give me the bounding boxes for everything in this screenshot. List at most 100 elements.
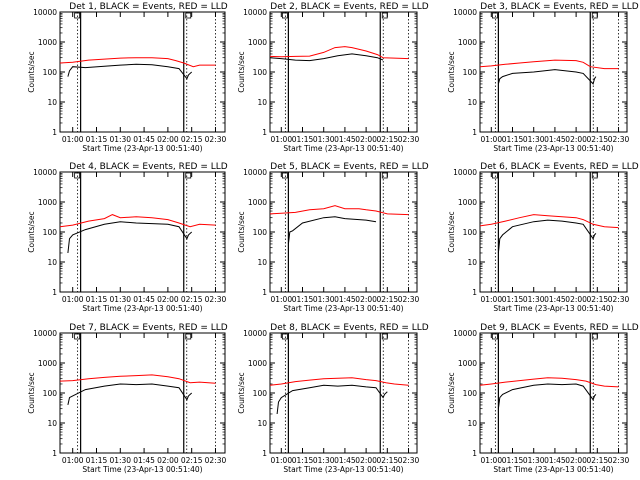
panel-det-2: Det 2, BLACK = Events, RED = LLD 1 10 100 10… xyxy=(237,2,429,153)
lld-series-line xyxy=(269,46,409,60)
y-tick-label: 100 xyxy=(463,68,478,77)
y-tick-label: 1000 xyxy=(458,198,477,207)
panel-det-1: Det 1, BLACK = Events, RED = LLD 1 10 100 10… xyxy=(27,2,228,153)
y-tick-label: 1 xyxy=(52,449,57,458)
x-tick-label: 01:45 xyxy=(133,135,155,144)
x-tick-label: 02:00 xyxy=(565,456,587,465)
x-tick-label: 01:45 xyxy=(334,135,356,144)
x-axis-label: Start Time (23-Apr-13 00:51:40) xyxy=(82,304,202,313)
y-tick-label: 1 xyxy=(262,288,267,297)
x-tick-label: 01:30 xyxy=(313,135,335,144)
x-tick-label: 01:30 xyxy=(523,456,545,465)
lld-series-line xyxy=(479,214,619,229)
lld-series-line xyxy=(269,377,409,386)
x-tick-label: 01:30 xyxy=(109,295,131,304)
y-tick-label: 10 xyxy=(467,258,477,267)
y-tick-label: 10000 xyxy=(243,8,267,17)
x-tick-label: 01:45 xyxy=(133,456,155,465)
x-tick-label: 01:30 xyxy=(313,295,335,304)
panel-det-5: Det 5, BLACK = Events, RED = LLD 1 10 100 10… xyxy=(237,162,429,313)
y-axis-label: Counts/sec xyxy=(447,372,456,413)
x-tick-label: 01:15 xyxy=(502,295,524,304)
x-tick-label: 02:15 xyxy=(181,135,203,144)
y-tick-label: 10000 xyxy=(33,168,57,177)
interval-start-marker xyxy=(74,333,81,340)
panel-det-6: Det 6, BLACK = Events, RED = LLD 1 10 100 10… xyxy=(447,162,639,313)
x-tick-label: 02:15 xyxy=(587,135,609,144)
panel-det-8: Det 8, BLACK = Events, RED = LLD 1 10 100 10… xyxy=(237,323,429,474)
axes-frame xyxy=(269,171,418,293)
x-tick-label: 02:30 xyxy=(608,135,630,144)
y-tick-label: 10000 xyxy=(33,329,57,338)
lld-series-line xyxy=(479,377,619,388)
y-tick-label: 10 xyxy=(467,419,477,428)
x-tick-label: 01:30 xyxy=(523,295,545,304)
axes-frame xyxy=(479,332,628,454)
y-tick-label: 100 xyxy=(463,228,478,237)
events-series-line xyxy=(269,53,384,62)
x-tick-label: 02:00 xyxy=(355,295,377,304)
y-tick-label: 100 xyxy=(253,389,268,398)
x-tick-label: 02:00 xyxy=(355,135,377,144)
lld-series-line xyxy=(59,57,216,68)
axes-frame xyxy=(59,11,226,133)
x-tick-label: 01:15 xyxy=(502,456,524,465)
events-series-line xyxy=(67,383,193,406)
y-tick-label: 1 xyxy=(262,128,267,137)
x-tick-label: 01:00 xyxy=(480,135,502,144)
x-tick-label: 01:00 xyxy=(62,135,84,144)
events-series-line xyxy=(67,221,193,254)
x-tick-label: 01:15 xyxy=(86,456,108,465)
axes-frame xyxy=(59,332,226,454)
y-tick-label: 1000 xyxy=(458,38,477,47)
x-tick-label: 01:45 xyxy=(544,135,566,144)
y-tick-label: 10000 xyxy=(453,329,477,338)
y-tick-label: 1 xyxy=(262,449,267,458)
y-tick-label: 100 xyxy=(43,68,58,77)
x-tick-label: 01:00 xyxy=(480,456,502,465)
axes-frame xyxy=(269,11,418,133)
y-tick-label: 1000 xyxy=(248,359,267,368)
x-tick-label: 01:30 xyxy=(523,135,545,144)
interval-end-marker xyxy=(185,172,192,179)
x-tick-label: 02:00 xyxy=(565,135,587,144)
x-axis-label: Start Time (23-Apr-13 00:51:40) xyxy=(82,465,202,474)
axes-frame xyxy=(269,332,418,454)
y-tick-label: 100 xyxy=(253,68,268,77)
x-axis-label: Start Time (23-Apr-13 00:51:40) xyxy=(82,144,202,153)
x-tick-label: 01:15 xyxy=(292,456,314,465)
axes-frame xyxy=(59,171,226,293)
y-tick-label: 1 xyxy=(52,128,57,137)
x-axis-label: Start Time (23-Apr-13 00:51:40) xyxy=(283,144,403,153)
interval-end-marker xyxy=(185,333,192,340)
y-tick-label: 10000 xyxy=(243,329,267,338)
x-tick-label: 01:45 xyxy=(334,295,356,304)
x-tick-label: 01:30 xyxy=(109,135,131,144)
interval-end-marker xyxy=(591,12,598,19)
x-tick-label: 01:00 xyxy=(480,295,502,304)
y-axis-label: Counts/sec xyxy=(237,211,246,252)
x-tick-label: 01:15 xyxy=(502,135,524,144)
axes-frame xyxy=(479,11,628,133)
y-tick-label: 1000 xyxy=(38,198,57,207)
y-tick-label: 1 xyxy=(52,288,57,297)
events-series-line xyxy=(287,216,377,244)
x-tick-label: 02:30 xyxy=(608,456,630,465)
panel-det-7: Det 7, BLACK = Events, RED = LLD 1 10 100 10… xyxy=(27,323,228,474)
y-axis-label: Counts/sec xyxy=(237,51,246,92)
y-tick-label: 1 xyxy=(472,288,477,297)
lld-series-line xyxy=(479,59,619,70)
x-tick-label: 02:15 xyxy=(377,456,399,465)
y-axis-label: Counts/sec xyxy=(447,51,456,92)
x-tick-label: 01:15 xyxy=(86,295,108,304)
y-tick-label: 10000 xyxy=(33,8,57,17)
interval-start-marker xyxy=(74,172,81,179)
x-tick-label: 02:00 xyxy=(355,456,377,465)
x-tick-label: 01:45 xyxy=(334,456,356,465)
x-tick-label: 01:15 xyxy=(292,295,314,304)
x-tick-label: 01:30 xyxy=(109,456,131,465)
x-tick-label: 02:15 xyxy=(181,295,203,304)
x-tick-label: 02:30 xyxy=(205,456,227,465)
x-tick-label: 02:30 xyxy=(398,295,420,304)
